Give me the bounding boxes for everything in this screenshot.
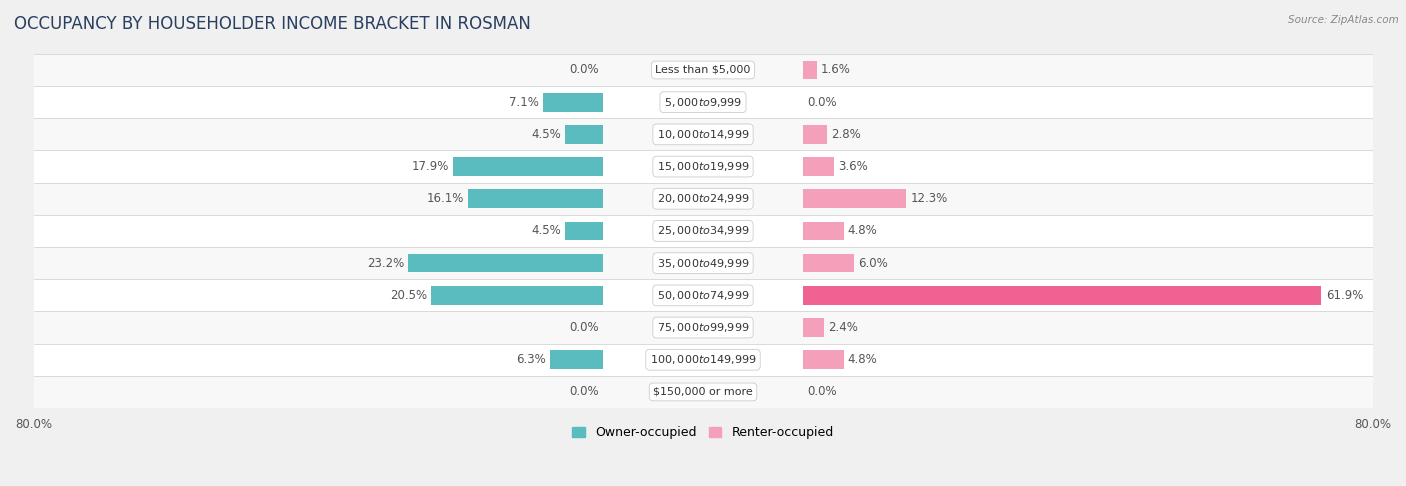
Bar — [34, 312, 1372, 344]
Text: $20,000 to $24,999: $20,000 to $24,999 — [657, 192, 749, 205]
Bar — [543, 93, 603, 111]
Text: 16.1%: 16.1% — [426, 192, 464, 205]
Bar — [803, 125, 827, 144]
Legend: Owner-occupied, Renter-occupied: Owner-occupied, Renter-occupied — [568, 421, 838, 444]
Text: 0.0%: 0.0% — [569, 385, 599, 399]
Bar — [34, 54, 1372, 86]
Text: 0.0%: 0.0% — [807, 96, 837, 109]
Text: $10,000 to $14,999: $10,000 to $14,999 — [657, 128, 749, 141]
Text: 2.8%: 2.8% — [831, 128, 860, 141]
Text: $100,000 to $149,999: $100,000 to $149,999 — [650, 353, 756, 366]
Bar — [803, 190, 907, 208]
Bar — [565, 125, 603, 144]
Bar — [34, 151, 1372, 183]
Text: $50,000 to $74,999: $50,000 to $74,999 — [657, 289, 749, 302]
Text: 0.0%: 0.0% — [569, 321, 599, 334]
Text: Less than $5,000: Less than $5,000 — [655, 65, 751, 75]
Bar — [550, 350, 603, 369]
Bar — [803, 286, 1322, 305]
Bar — [803, 222, 844, 240]
Text: 4.5%: 4.5% — [531, 128, 561, 141]
Text: 17.9%: 17.9% — [411, 160, 449, 173]
Text: $150,000 or more: $150,000 or more — [654, 387, 752, 397]
Bar — [34, 279, 1372, 312]
Text: 0.0%: 0.0% — [569, 64, 599, 76]
Text: 2.4%: 2.4% — [828, 321, 858, 334]
Text: 4.5%: 4.5% — [531, 225, 561, 238]
Bar — [453, 157, 603, 176]
Bar — [803, 254, 853, 273]
Bar — [803, 157, 834, 176]
Text: 3.6%: 3.6% — [838, 160, 868, 173]
Text: $15,000 to $19,999: $15,000 to $19,999 — [657, 160, 749, 173]
Bar — [34, 344, 1372, 376]
Text: $25,000 to $34,999: $25,000 to $34,999 — [657, 225, 749, 238]
Text: 0.0%: 0.0% — [807, 385, 837, 399]
Bar — [803, 350, 844, 369]
Text: 20.5%: 20.5% — [389, 289, 427, 302]
Bar — [432, 286, 603, 305]
Text: $75,000 to $99,999: $75,000 to $99,999 — [657, 321, 749, 334]
Bar — [34, 376, 1372, 408]
Text: 6.0%: 6.0% — [858, 257, 887, 270]
Bar — [408, 254, 603, 273]
Bar — [803, 318, 824, 337]
Bar — [34, 118, 1372, 151]
Bar — [34, 183, 1372, 215]
Text: OCCUPANCY BY HOUSEHOLDER INCOME BRACKET IN ROSMAN: OCCUPANCY BY HOUSEHOLDER INCOME BRACKET … — [14, 15, 531, 33]
Text: 7.1%: 7.1% — [509, 96, 538, 109]
Text: 6.3%: 6.3% — [516, 353, 546, 366]
Bar — [34, 215, 1372, 247]
Bar — [565, 222, 603, 240]
Bar — [468, 190, 603, 208]
Text: 1.6%: 1.6% — [821, 64, 851, 76]
Text: 12.3%: 12.3% — [911, 192, 948, 205]
Bar — [34, 247, 1372, 279]
Bar — [803, 61, 817, 79]
Text: $5,000 to $9,999: $5,000 to $9,999 — [664, 96, 742, 109]
Text: 4.8%: 4.8% — [848, 225, 877, 238]
Bar — [34, 86, 1372, 118]
Text: 23.2%: 23.2% — [367, 257, 405, 270]
Text: Source: ZipAtlas.com: Source: ZipAtlas.com — [1288, 15, 1399, 25]
Text: $35,000 to $49,999: $35,000 to $49,999 — [657, 257, 749, 270]
Text: 61.9%: 61.9% — [1326, 289, 1362, 302]
Text: 4.8%: 4.8% — [848, 353, 877, 366]
